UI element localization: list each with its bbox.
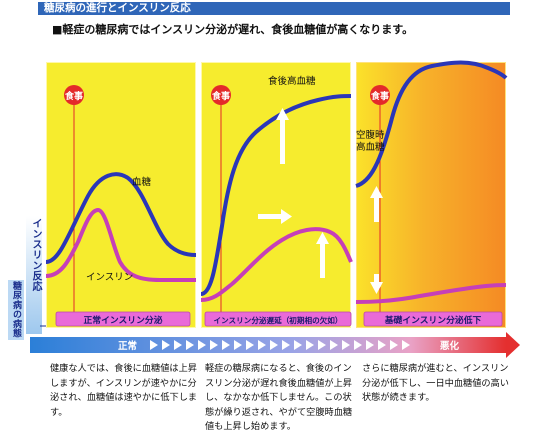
side-label-insulin: インスリン反応 <box>30 218 41 292</box>
svg-text:正常インスリン分泌: 正常インスリン分泌 <box>84 314 163 326</box>
insulin-curve-2 <box>200 227 353 302</box>
side-strip-insulin <box>26 216 42 334</box>
glucose-label-3: 空腹時 高血糖 <box>356 129 388 153</box>
panel-2-edge <box>201 62 351 328</box>
arrow-up-3 <box>370 186 383 222</box>
subtitle: ■軽症の糖尿病ではインスリン分泌が遅れ、食後血糖値が高くなります。 <box>52 23 414 36</box>
svg-text:食事: 食事 <box>64 90 83 102</box>
glucose-curve-1 <box>45 172 197 264</box>
panel-1-edge <box>46 62 196 328</box>
arrow-up-2a <box>276 108 289 164</box>
insulin-curve-3 <box>355 283 507 304</box>
arrow-right-2 <box>258 209 292 224</box>
glucose-label-1: 血糖 <box>132 176 152 188</box>
band-3: 基礎インスリン分泌低下 <box>363 311 503 327</box>
insulin-curve-1 <box>45 207 196 282</box>
band-2: インスリン分泌遅延（初期相の欠如） <box>204 311 352 327</box>
arrow-up-2b <box>316 232 329 278</box>
progression-end: 悪化 <box>440 340 460 352</box>
side-strip-disease <box>8 280 24 340</box>
glucose-label-2: 食後高血糖 <box>268 75 316 87</box>
meal-marker-1: 食事 <box>64 85 84 105</box>
svg-text:食事: 食事 <box>370 90 389 102</box>
panel-1-bg <box>46 62 196 328</box>
page-title: 糖尿病の進行とインスリン反応 <box>38 2 510 15</box>
description-3: さらに糖尿病が進むと、インスリン分泌が低下し、一日中血糖値の高い状態が続きます。 <box>362 363 509 403</box>
arrow-down-3 <box>370 274 383 294</box>
glucose-curve-3 <box>355 60 508 188</box>
svg-text:基礎インスリン分泌低下: 基礎インスリン分泌低下 <box>384 314 482 326</box>
band-1: 正常インスリン分泌 <box>55 311 191 327</box>
svg-text:食事: 食事 <box>211 90 230 102</box>
meal-marker-2: 食事 <box>211 85 231 105</box>
insulin-label-1: インスリン <box>86 272 133 283</box>
panel-3-edge <box>356 62 506 328</box>
description-1: 健康な人では、食後に血糖値は上昇しますが、インスリンが速やかに分泌され、血糖値は… <box>50 363 198 418</box>
side-label-disease: 糖尿病の病態 <box>11 281 21 338</box>
svg-text:インスリン分泌遅延（初期相の欠如）: インスリン分泌遅延（初期相の欠如） <box>214 315 343 325</box>
meal-marker-3: 食事 <box>370 85 390 105</box>
progression-arrow <box>30 332 520 358</box>
glucose-curve-2 <box>200 94 352 296</box>
description-2: 軽症の糖尿病になると、食後のインスリン分泌が遅れ食後血糖値が上昇し、なかなか低下… <box>205 363 353 432</box>
progression-start: 正常 <box>118 340 137 352</box>
